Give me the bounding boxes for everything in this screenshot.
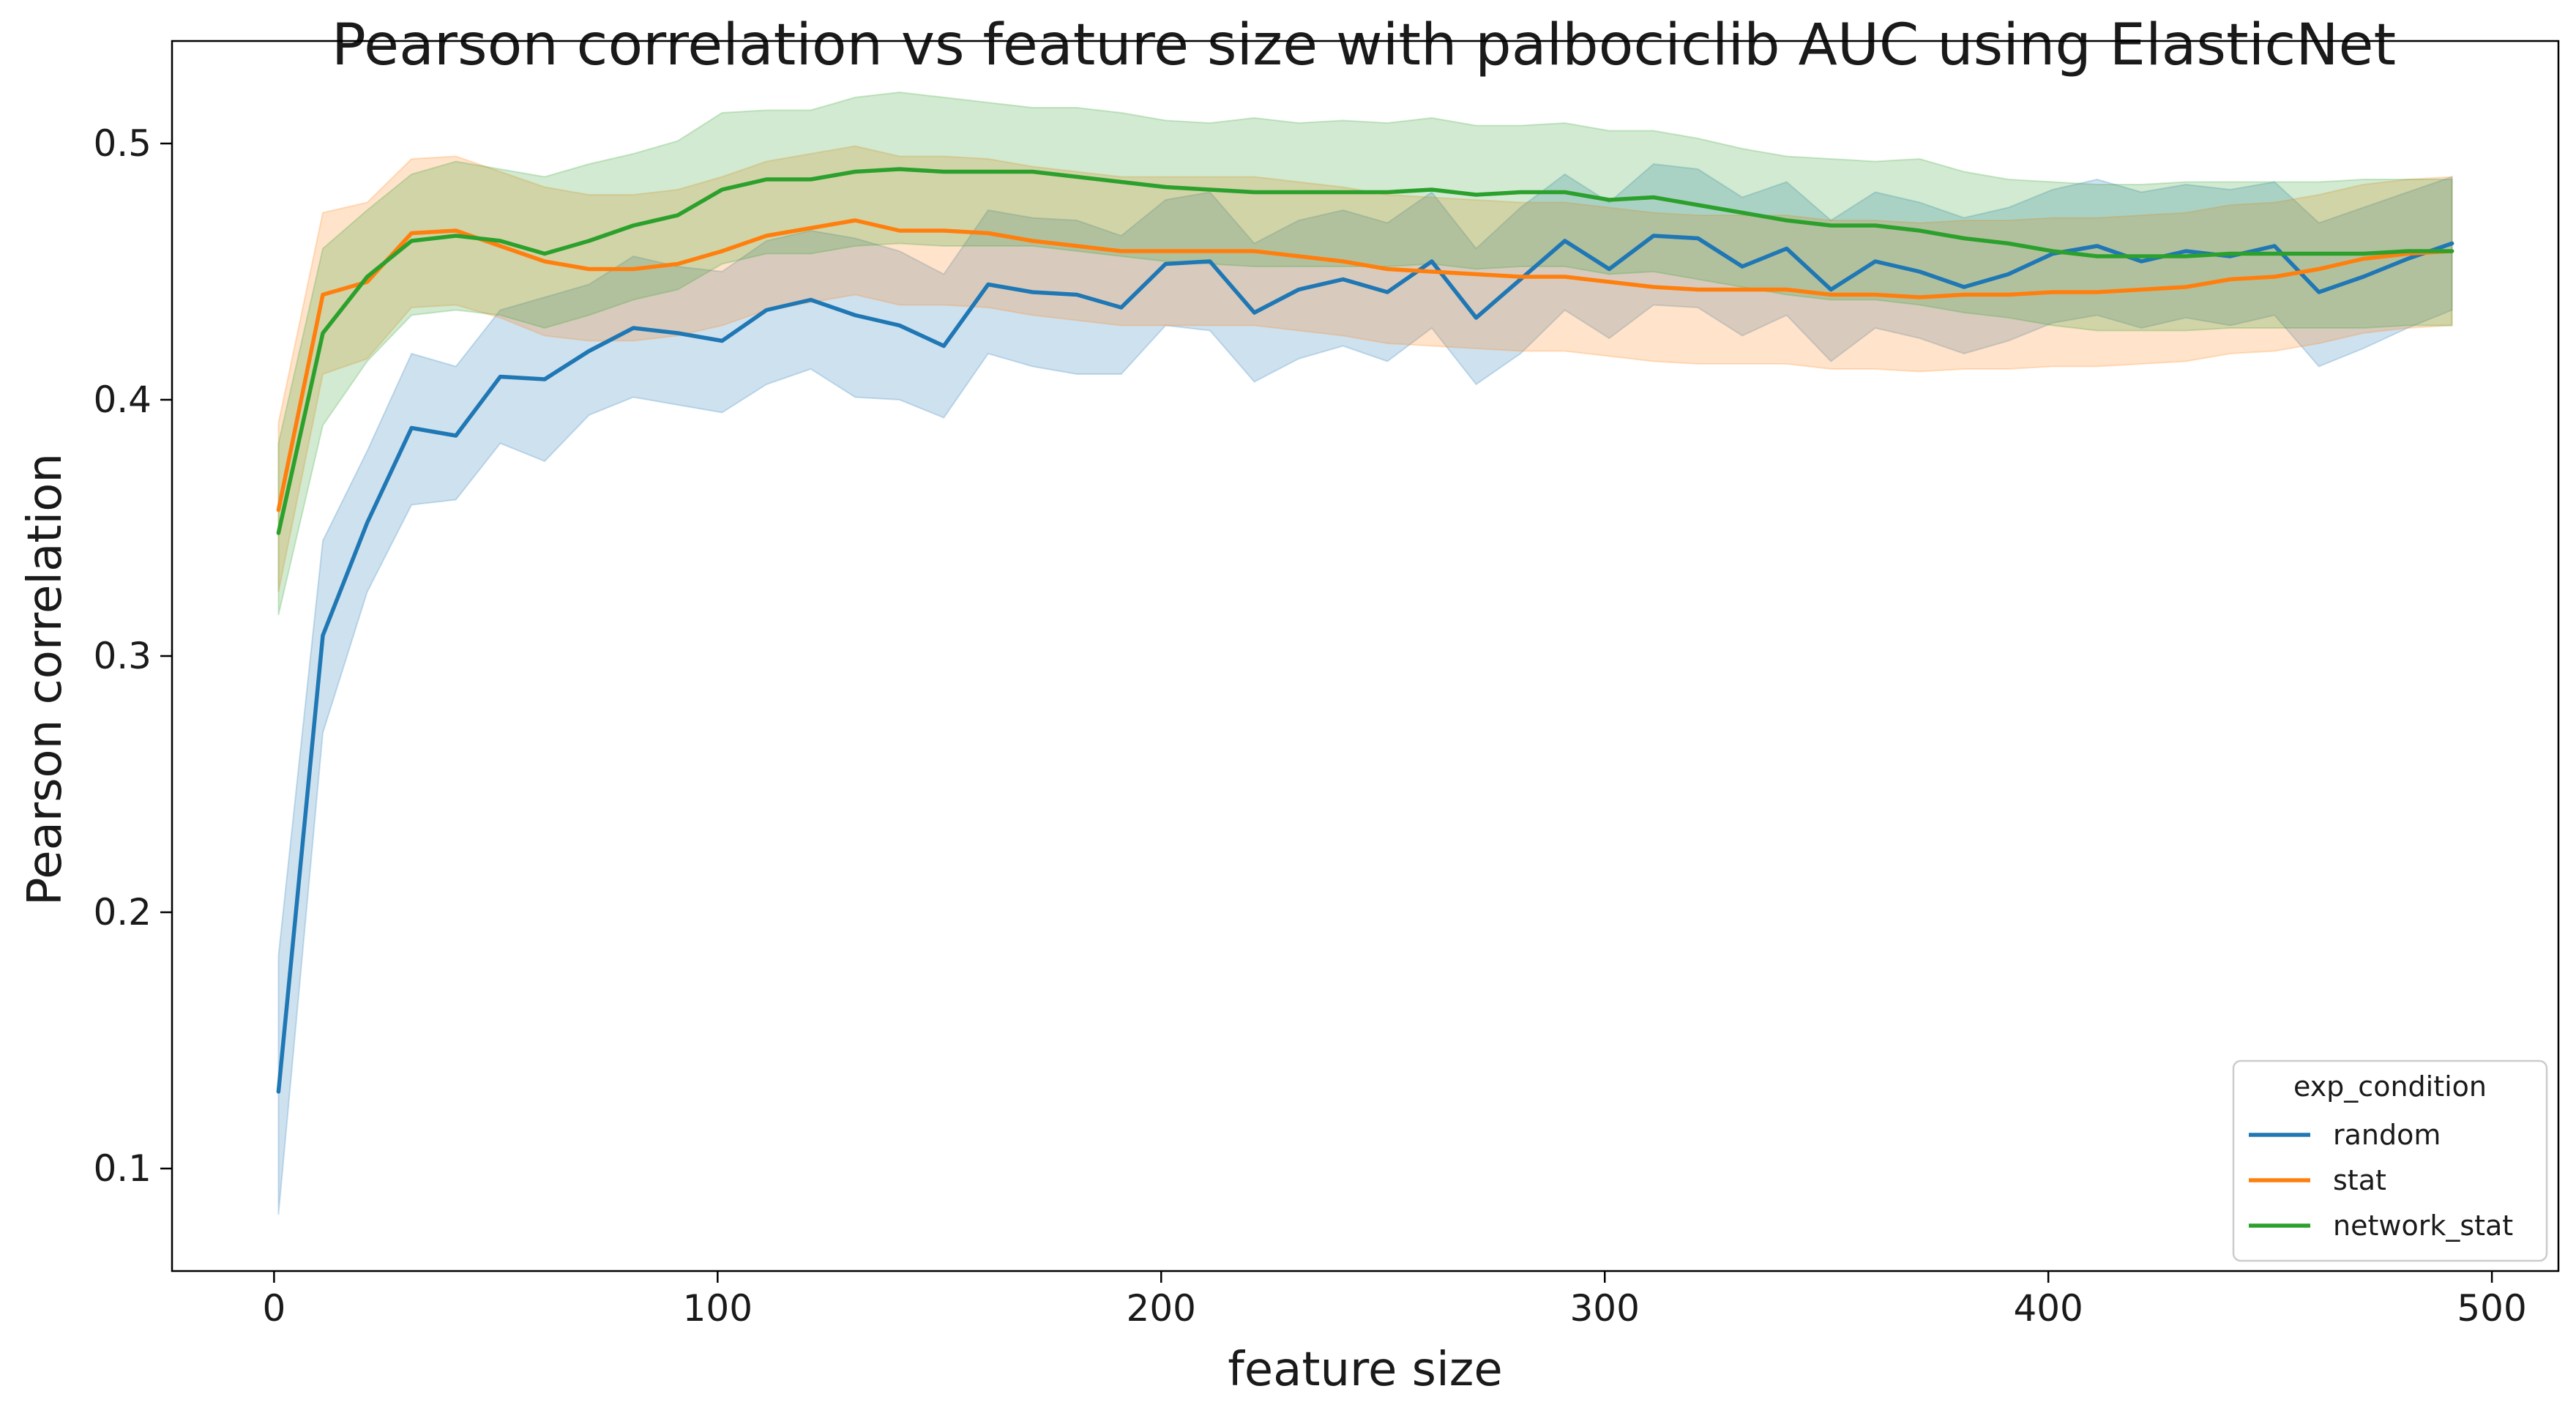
- x-tick-label: 500: [2457, 1287, 2526, 1330]
- y-tick-label: 0.3: [93, 635, 152, 677]
- y-tick-label: 0.2: [93, 891, 152, 934]
- legend-label-network_stat: network_stat: [2333, 1210, 2513, 1242]
- x-tick-label: 300: [1569, 1287, 1639, 1330]
- legend-title: exp_condition: [2293, 1070, 2487, 1103]
- y-tick-label: 0.4: [93, 379, 152, 421]
- x-axis-label: feature size: [1228, 1343, 1503, 1397]
- legend: exp_condition random stat network_stat: [2232, 1059, 2548, 1262]
- series-line-random: [276, 234, 2454, 1094]
- x-tick-label: 100: [683, 1287, 753, 1330]
- x-tick-label: 200: [1127, 1287, 1196, 1330]
- legend-entries: random stat network_stat: [2249, 1119, 2513, 1242]
- series-line-stat: [276, 218, 2454, 513]
- y-tick-label: 0.1: [93, 1147, 152, 1190]
- legend-box: [2232, 1059, 2548, 1262]
- y-tick-label: 0.5: [93, 122, 152, 165]
- y-axis-label: Pearson correlation: [18, 453, 72, 906]
- legend-label-random: random: [2333, 1119, 2441, 1151]
- confidence-band-network_stat: [277, 91, 2453, 616]
- confidence-bands: [277, 91, 2453, 1215]
- confidence-band-random: [277, 163, 2453, 1215]
- series-lines: [276, 167, 2454, 1094]
- x-tick-label: 0: [262, 1287, 285, 1330]
- y-axis-ticks: 0.1 0.2 0.3 0.4 0.5: [93, 122, 172, 1190]
- series-line-network_stat: [276, 167, 2454, 535]
- chart-title: Pearson correlation vs feature size with…: [332, 12, 2396, 78]
- x-axis-ticks: 0 100 200 300 400 500: [262, 1271, 2527, 1330]
- legend-label-stat: stat: [2333, 1164, 2386, 1196]
- x-tick-label: 400: [2013, 1287, 2083, 1330]
